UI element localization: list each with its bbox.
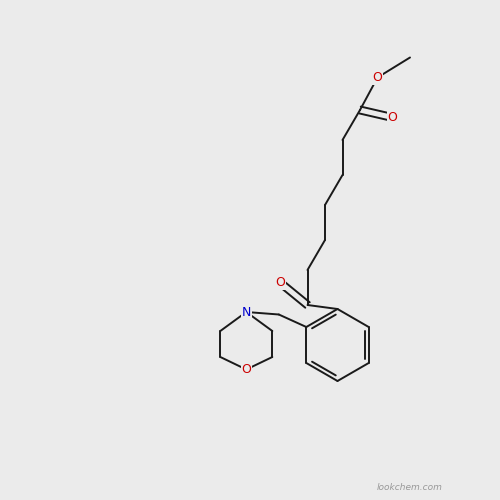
Text: O: O [388, 111, 398, 124]
Text: N: N [242, 306, 251, 318]
Text: lookchem.com: lookchem.com [377, 483, 443, 492]
Text: O: O [372, 71, 382, 84]
Text: O: O [275, 276, 285, 289]
Text: O: O [242, 363, 252, 376]
